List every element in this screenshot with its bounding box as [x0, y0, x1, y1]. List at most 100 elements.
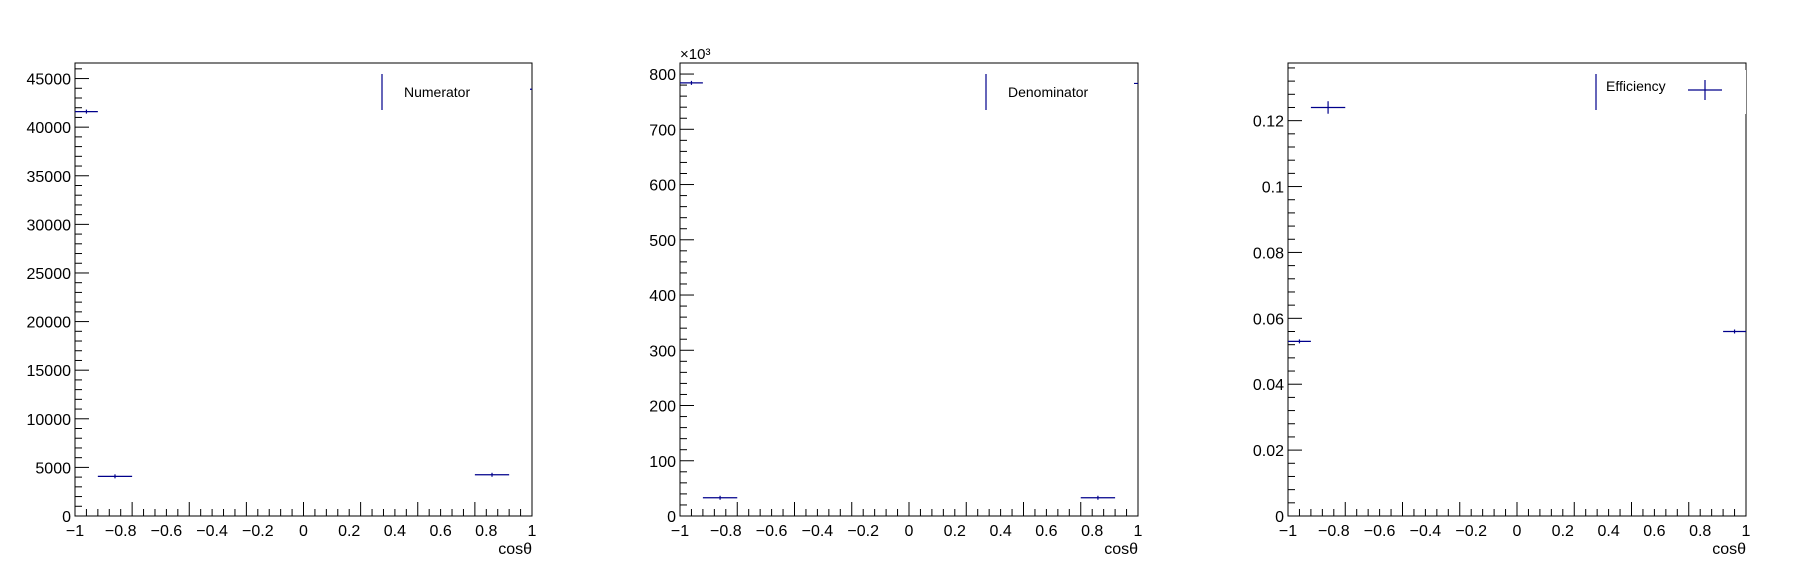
denominator-panel: −1 −0.8 −0.6 −0.4 −0.2 0 0.2 0.4 0.6 0.8 1 0 100 200…	[649, 46, 1143, 558]
legend-box	[1582, 70, 1746, 114]
y-tick-label: 5000	[35, 460, 71, 477]
x-tick-label: −0.4	[802, 523, 834, 540]
legend-label: Denominator	[1008, 84, 1088, 100]
x-tick-labels: −1 −0.8 −0.6 −0.4 −0.2 0 0.2 0.4 0.6 0.8 1	[1279, 523, 1751, 540]
y-axis-exponent: ×10³	[680, 46, 710, 63]
data-point	[1723, 329, 1746, 334]
x-tick-label: 0	[299, 523, 308, 540]
y-tick-label: 200	[649, 399, 676, 416]
x-tick-label: 0	[1513, 523, 1522, 540]
y-tick-label: 45000	[27, 72, 72, 89]
data-point	[474, 472, 510, 477]
legend: Numerator	[368, 70, 530, 114]
y-tick-label: 600	[649, 178, 676, 195]
x-tick-label: 0	[905, 523, 914, 540]
tick-marks	[679, 62, 1139, 517]
x-tick-label: 0.8	[1081, 523, 1103, 540]
y-tick-label: 30000	[27, 217, 72, 234]
tick-marks	[74, 68, 533, 517]
y-tick-label: 0.02	[1253, 443, 1284, 460]
x-axis-label: cosθ	[498, 541, 532, 558]
x-tick-label: 1	[1134, 523, 1143, 540]
y-tick-label: 0.04	[1253, 377, 1284, 394]
y-tick-label: 0	[62, 509, 71, 526]
plot-frame	[74, 62, 533, 517]
x-tick-label: −0.2	[847, 523, 879, 540]
x-tick-label: 0.6	[429, 523, 451, 540]
x-axis-label: cosθ	[1712, 541, 1746, 558]
y-tick-label: 25000	[27, 266, 72, 283]
y-tick-label: 0.1	[1262, 180, 1284, 197]
legend-box	[368, 70, 530, 114]
numerator-panel: −1 −0.8 −0.6 −0.4 −0.2 0 0.2 0.4 0.6 0.8 1 0 5000 10…	[27, 62, 537, 558]
data-point	[97, 474, 133, 479]
legend: Denominator	[972, 70, 1134, 114]
x-tick-label: −0.6	[756, 523, 788, 540]
x-tick-label: 0.2	[944, 523, 966, 540]
x-tick-label: 1	[1742, 523, 1751, 540]
legend: Efficiency	[1582, 70, 1746, 114]
legend-box	[972, 70, 1134, 114]
x-axis-label: cosθ	[1104, 541, 1138, 558]
x-tick-label: −1	[671, 523, 689, 540]
y-tick-label: 300	[649, 343, 676, 360]
y-tick-label: 500	[649, 233, 676, 250]
x-tick-label: −0.8	[710, 523, 742, 540]
x-tick-label: 0.2	[1552, 523, 1574, 540]
y-tick-label: 20000	[27, 315, 72, 332]
data-point	[1080, 495, 1116, 500]
legend-label: Efficiency	[1606, 78, 1666, 94]
x-tick-label: −1	[66, 523, 84, 540]
legend-label: Numerator	[404, 84, 470, 100]
x-tick-label: −0.8	[105, 523, 137, 540]
data-point	[75, 109, 98, 114]
x-tick-label: 0.4	[1597, 523, 1619, 540]
x-tick-label: 1	[528, 523, 537, 540]
y-tick-label: 0.08	[1253, 245, 1284, 262]
x-tick-label: 0.8	[475, 523, 497, 540]
y-tick-label: 40000	[27, 120, 72, 137]
x-tick-label: 0.4	[384, 523, 406, 540]
x-tick-label: 0.4	[989, 523, 1011, 540]
y-tick-label: 800	[649, 67, 676, 84]
data-point	[1288, 339, 1311, 344]
data-point	[702, 495, 738, 500]
x-tick-label: 0.8	[1689, 523, 1711, 540]
y-tick-labels: 0 0.02 0.04 0.06 0.08 0.1 0.12	[1253, 114, 1284, 526]
x-tick-label: −0.6	[1364, 523, 1396, 540]
x-tick-labels: −1 −0.8 −0.6 −0.4 −0.2 0 0.2 0.4 0.6 0.8 1	[66, 523, 537, 540]
x-tick-label: 0.2	[338, 523, 360, 540]
x-tick-label: −1	[1279, 523, 1297, 540]
x-tick-label: −0.4	[196, 523, 228, 540]
data-points	[1288, 101, 1746, 344]
y-tick-label: 0	[1275, 509, 1284, 526]
x-tick-label: 0.6	[1035, 523, 1057, 540]
data-point	[680, 80, 703, 85]
x-tick-label: −0.2	[242, 523, 274, 540]
y-tick-label: 0.06	[1253, 311, 1284, 328]
x-tick-label: −0.8	[1318, 523, 1350, 540]
y-tick-label: 100	[649, 454, 676, 471]
plot-frame	[679, 62, 1139, 517]
x-tick-label: 0.6	[1643, 523, 1665, 540]
y-tick-label: 400	[649, 288, 676, 305]
x-tick-label: −0.4	[1410, 523, 1442, 540]
y-tick-label: 35000	[27, 169, 72, 186]
data-point	[1310, 101, 1346, 114]
y-tick-labels: 0 5000 10000 15000 20000 25000 30000 35000 40000…	[27, 72, 72, 526]
y-tick-label: 0	[667, 509, 676, 526]
y-tick-labels: 0 100 200 300 400 500 600 700 800	[649, 67, 676, 526]
plot-frame	[1287, 62, 1747, 517]
x-tick-label: −0.6	[151, 523, 183, 540]
y-tick-label: 0.12	[1253, 114, 1284, 131]
y-tick-label: 10000	[27, 412, 72, 429]
y-tick-label: 15000	[27, 363, 72, 380]
x-tick-labels: −1 −0.8 −0.6 −0.4 −0.2 0 0.2 0.4 0.6 0.8 1	[671, 523, 1143, 540]
data-points	[680, 80, 1138, 500]
data-points	[75, 87, 532, 479]
efficiency-panel: −1 −0.8 −0.6 −0.4 −0.2 0 0.2 0.4 0.6 0.8 1 0 0.02 0.…	[1253, 62, 1751, 558]
tick-marks	[1287, 67, 1747, 517]
x-tick-label: −0.2	[1455, 523, 1487, 540]
y-tick-label: 700	[649, 122, 676, 139]
